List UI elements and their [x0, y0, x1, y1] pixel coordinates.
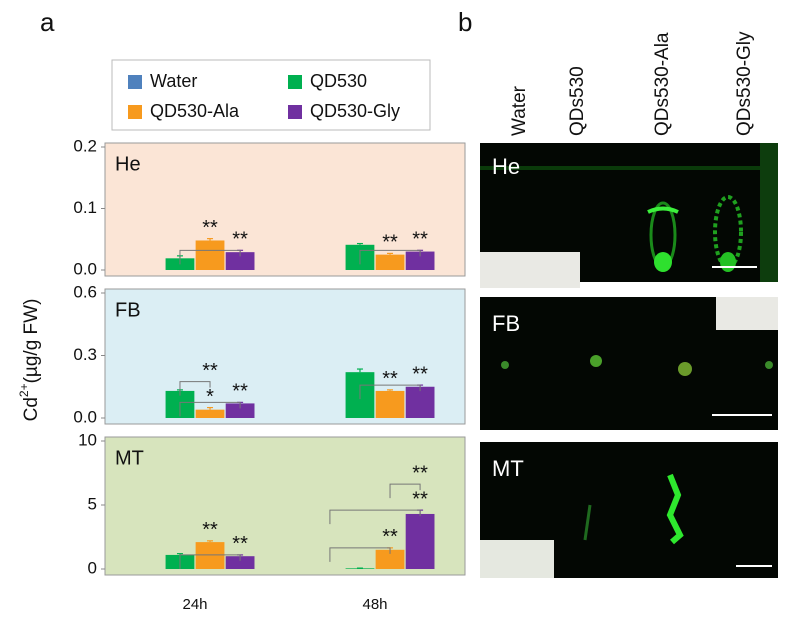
- image-detail: [590, 355, 602, 367]
- y-tick-label: 5: [88, 494, 97, 513]
- y-tick-label: 0.3: [73, 345, 97, 364]
- image-detail: [647, 206, 679, 214]
- bar: [405, 251, 435, 270]
- plot-area: [104, 288, 466, 425]
- significance-bracket: [359, 249, 421, 265]
- image-detail: [678, 362, 692, 376]
- bar: [375, 390, 405, 418]
- panel-title: He: [115, 153, 141, 175]
- significance-bracket: [179, 401, 241, 417]
- significance-bracket: [329, 509, 421, 525]
- y-tick-label: 10: [78, 430, 97, 449]
- panel-title: MT: [115, 447, 144, 469]
- y-tick-label: 0.0: [73, 407, 97, 426]
- column-label: QDs530: [567, 66, 588, 136]
- y-tick-label: 0.6: [73, 282, 97, 301]
- y-label-sup: 2+: [17, 383, 31, 397]
- significance-bracket: [359, 384, 421, 400]
- y-label-part: (µg/g FW): [21, 299, 42, 384]
- legend-swatch: [128, 105, 142, 119]
- bar: [195, 240, 225, 270]
- significance-label: **: [232, 229, 248, 251]
- legend-swatch: [128, 75, 142, 89]
- bar: [405, 386, 435, 418]
- scale-bar: [712, 266, 757, 268]
- significance-bracket: [389, 483, 421, 499]
- image-panel: [480, 143, 778, 578]
- y-label-part: Cd: [21, 397, 42, 421]
- image-detail: [760, 143, 778, 282]
- image-detail: [480, 166, 778, 170]
- y-tick-label: 0.2: [73, 136, 97, 155]
- image-detail: [654, 252, 672, 272]
- bar: [225, 403, 255, 418]
- significance-label: **: [202, 519, 218, 541]
- significance-label: **: [382, 232, 398, 254]
- image-detail: [666, 473, 684, 545]
- panel-title: FB: [115, 299, 141, 321]
- column-label: QDs530-Ala: [652, 32, 673, 136]
- image-detail: [765, 361, 773, 369]
- image-detail: [713, 195, 743, 269]
- legend-label: Water: [150, 71, 197, 91]
- image-detail: [501, 361, 509, 369]
- significance-label: **: [412, 488, 428, 510]
- legend-box: [111, 59, 431, 131]
- significance-bracket: [329, 547, 391, 562]
- legend-label: QD530: [310, 71, 367, 91]
- significance-label: **: [382, 526, 398, 548]
- y-tick-label: 0.0: [73, 259, 97, 278]
- legend-label: QD530-Ala: [150, 101, 240, 121]
- plot-area: [104, 436, 466, 576]
- panel-label: a: [40, 7, 55, 37]
- inset: [480, 252, 580, 288]
- x-tick-label: 48h: [362, 596, 387, 613]
- scale-bar: [736, 565, 772, 567]
- significance-label: **: [412, 363, 428, 385]
- significance-bracket: [179, 381, 211, 396]
- significance-label: **: [232, 533, 248, 555]
- scale-bar: [712, 414, 772, 416]
- row-label: MT: [492, 456, 524, 481]
- y-tick-label: 0.1: [73, 198, 97, 217]
- row-label: He: [492, 154, 520, 179]
- significance-label: **: [412, 462, 428, 484]
- bar: [405, 513, 435, 569]
- x-tick-label: 24h: [182, 596, 207, 613]
- y-tick-label: 0: [88, 558, 97, 577]
- bar: [225, 556, 255, 569]
- significance-bracket: [179, 249, 241, 265]
- significance-label: **: [202, 360, 218, 382]
- legend-swatch: [288, 105, 302, 119]
- y-axis-label: Cd2+(µg/g FW): [17, 299, 42, 422]
- panel-label: b: [458, 7, 472, 37]
- significance-label: **: [232, 381, 248, 403]
- bar: [225, 252, 255, 270]
- significance-label: **: [202, 217, 218, 239]
- image-detail: [720, 252, 736, 272]
- legend-swatch: [288, 75, 302, 89]
- bar: [195, 542, 225, 569]
- significance-bracket: [179, 554, 241, 569]
- column-label: Water: [509, 85, 530, 136]
- inset: [716, 297, 778, 330]
- bar: [375, 254, 405, 270]
- significance-label: **: [382, 368, 398, 390]
- significance-label: **: [412, 229, 428, 251]
- plot-area: [104, 142, 466, 277]
- bar: [375, 549, 405, 569]
- image-detail: [583, 504, 592, 541]
- column-label: QDs530-Gly: [734, 31, 755, 136]
- legend-label: QD530-Gly: [310, 101, 400, 121]
- row-label: FB: [492, 311, 520, 336]
- inset: [480, 540, 554, 578]
- bar: [195, 409, 225, 418]
- significance-label: *: [206, 386, 214, 408]
